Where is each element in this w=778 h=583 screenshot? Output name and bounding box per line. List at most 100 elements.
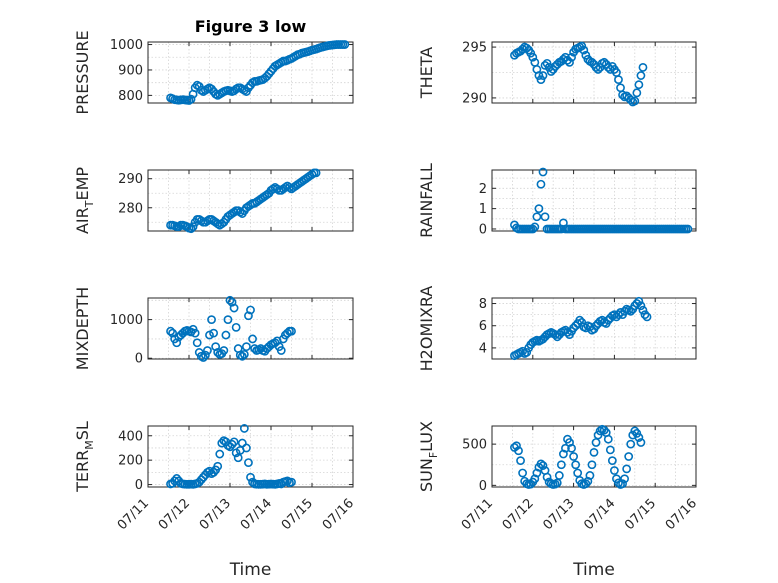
data-point bbox=[581, 479, 591, 489]
data-point bbox=[219, 346, 229, 355]
data-point bbox=[585, 471, 595, 480]
data-point bbox=[563, 327, 572, 337]
data-point bbox=[638, 305, 648, 315]
data-point bbox=[203, 346, 212, 355]
y-tick-label: 400 bbox=[118, 429, 143, 444]
data-point bbox=[634, 433, 644, 442]
x-axis-label: Time bbox=[229, 560, 272, 580]
data-point bbox=[307, 169, 317, 179]
axes-box bbox=[147, 169, 354, 232]
data-point bbox=[200, 350, 210, 360]
data-point bbox=[579, 45, 589, 55]
data-point bbox=[516, 456, 525, 466]
axes-box bbox=[147, 425, 354, 488]
data-point bbox=[618, 479, 627, 489]
data-point bbox=[246, 305, 255, 315]
x-tick-label: 07/13 bbox=[197, 496, 234, 533]
data-point bbox=[642, 312, 652, 322]
x-tick-label: 07/16 bbox=[320, 496, 357, 533]
data-point bbox=[636, 71, 646, 80]
y-tick-label: 500 bbox=[462, 438, 487, 453]
axes-box bbox=[147, 41, 354, 104]
data-point bbox=[239, 424, 249, 433]
axes-box bbox=[491, 297, 697, 360]
panel-3: 280 290 AIRTEMP bbox=[73, 167, 354, 234]
data-point bbox=[536, 459, 546, 469]
data-point bbox=[556, 460, 566, 470]
data-point bbox=[311, 168, 321, 178]
data-point bbox=[190, 328, 200, 338]
data-point bbox=[538, 71, 548, 80]
data-point bbox=[514, 446, 523, 456]
data-point bbox=[241, 443, 251, 453]
x-tick-label: 07/11 bbox=[459, 496, 496, 533]
data-point bbox=[282, 328, 292, 338]
data-point bbox=[282, 476, 292, 486]
data-point bbox=[215, 449, 225, 459]
data-point bbox=[587, 460, 597, 470]
data-point bbox=[221, 330, 231, 340]
data-point bbox=[636, 438, 646, 447]
data-point bbox=[603, 434, 613, 444]
x-tick-label: 07/12 bbox=[500, 496, 537, 533]
data-point bbox=[526, 479, 536, 489]
data-point bbox=[237, 351, 247, 361]
data-point bbox=[605, 445, 615, 455]
data-point bbox=[340, 40, 350, 49]
data-point bbox=[229, 437, 239, 447]
data-point bbox=[591, 63, 601, 72]
data-point bbox=[630, 426, 640, 436]
y-tick-label: 2 bbox=[479, 182, 487, 197]
panel-7: 0 200 400 TERRMSL 07/11 07/12 07/13 07/14 07/15 0… bbox=[73, 421, 357, 580]
y-tick-label: 6 bbox=[479, 319, 487, 334]
data-point bbox=[229, 303, 239, 313]
axes-box bbox=[491, 169, 697, 232]
y-axis-label: MIXDEPTH bbox=[73, 287, 92, 370]
data-point bbox=[614, 75, 623, 85]
y-tick-label: 290 bbox=[462, 91, 487, 106]
data-point bbox=[532, 212, 542, 222]
data-point bbox=[634, 296, 644, 306]
y-tick-label: 1 bbox=[479, 202, 487, 217]
data-point bbox=[186, 94, 196, 104]
data-point bbox=[512, 441, 521, 451]
data-point bbox=[203, 216, 212, 226]
data-point bbox=[272, 184, 282, 194]
data-point bbox=[534, 204, 544, 214]
y-tick-label: 0 bbox=[135, 352, 143, 367]
data-point bbox=[229, 207, 239, 217]
axes-box bbox=[491, 425, 697, 488]
y-axis-label: AIRTEMP bbox=[73, 167, 96, 234]
y-tick-label: 200 bbox=[118, 454, 143, 469]
data-point bbox=[610, 466, 619, 475]
y-tick-label: 4 bbox=[479, 341, 487, 356]
data-point bbox=[638, 63, 648, 72]
y-tick-label: 800 bbox=[118, 89, 143, 104]
data-point bbox=[634, 80, 644, 90]
data-point bbox=[213, 461, 223, 471]
data-point bbox=[518, 468, 527, 478]
x-axis-label: Time bbox=[572, 560, 615, 580]
data-point bbox=[626, 306, 636, 316]
data-point bbox=[241, 342, 251, 352]
data-point bbox=[620, 306, 629, 316]
data-point bbox=[607, 456, 617, 466]
y-tick-label: 295 bbox=[462, 41, 487, 56]
data-point bbox=[207, 315, 216, 325]
data-point bbox=[599, 425, 609, 435]
panel-1: 800 900 1000 PRESSURE Figure 3 low bbox=[73, 17, 354, 115]
data-point bbox=[575, 315, 585, 325]
data-point bbox=[528, 52, 538, 62]
x-tick-label: 07/14 bbox=[238, 496, 275, 533]
y-tick-label: 8 bbox=[479, 297, 487, 312]
data-point bbox=[626, 439, 636, 449]
panel-6: 4 6 8 H2OMIXRA bbox=[417, 286, 697, 371]
data-point bbox=[626, 95, 636, 105]
y-tick-label: 0 bbox=[479, 222, 487, 237]
data-point bbox=[205, 466, 214, 476]
data-point bbox=[567, 52, 576, 62]
y-tick-label: 280 bbox=[118, 201, 143, 216]
data-point bbox=[223, 315, 233, 325]
data-point bbox=[522, 347, 532, 357]
